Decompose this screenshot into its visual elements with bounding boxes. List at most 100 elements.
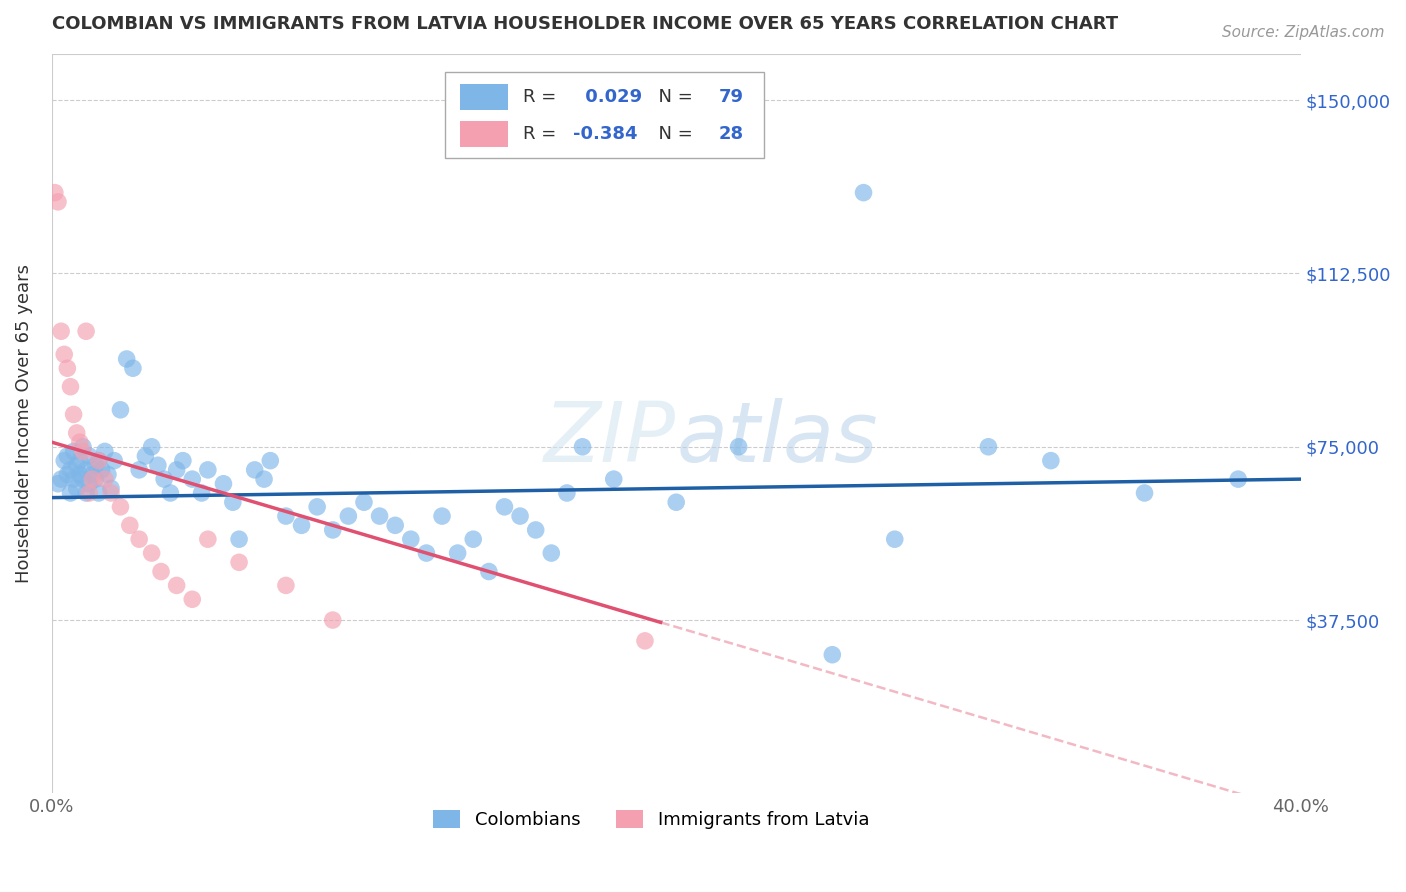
Point [122,361,145,376]
Point [84,458,107,473]
Point [197,532,219,546]
Point [977,440,1000,454]
Point [228,532,250,546]
Text: -0.384: -0.384 [572,125,637,143]
Point [115,351,138,366]
Point [128,532,150,546]
Text: R =: R = [523,88,561,106]
Point [478,565,501,579]
Point [190,486,212,500]
Point [1133,486,1156,500]
Point [197,463,219,477]
Point [110,500,132,514]
Point [72,440,94,454]
Point [166,578,188,592]
Point [77,449,100,463]
Point [603,472,626,486]
Point [59,486,82,500]
Point [852,186,875,200]
Point [49,324,72,338]
Point [259,453,281,467]
Point [212,476,235,491]
Point [159,486,181,500]
Point [274,509,297,524]
Point [571,440,593,454]
Point [883,532,905,546]
Point [72,472,94,486]
Point [509,509,531,524]
Point [87,453,110,467]
Point [69,453,91,467]
Point [399,532,422,546]
Point [72,444,94,458]
Point [243,463,266,477]
Text: 0.029: 0.029 [579,88,643,106]
Point [49,472,72,486]
Text: N =: N = [648,125,699,143]
Point [77,486,100,500]
Point [100,481,122,495]
Point [494,500,516,514]
Point [87,453,110,467]
Point [150,565,173,579]
Point [228,555,250,569]
Point [56,467,79,482]
Point [56,449,79,463]
Point [69,467,91,482]
Text: atlas: atlas [676,398,877,479]
Point [463,532,485,546]
Legend: Colombians, Immigrants from Latvia: Colombians, Immigrants from Latvia [426,802,876,836]
Point [384,518,406,533]
FancyBboxPatch shape [446,72,763,158]
Point [77,476,100,491]
Point [66,481,89,495]
Y-axis label: Householder Income Over 65 years: Householder Income Over 65 years [15,264,32,583]
Point [446,546,468,560]
Point [59,380,82,394]
Point [110,402,132,417]
Point [181,472,204,486]
Text: 79: 79 [718,88,744,106]
Text: Source: ZipAtlas.com: Source: ZipAtlas.com [1222,25,1385,40]
Point [274,578,297,592]
Point [66,458,89,473]
Point [103,453,125,467]
FancyBboxPatch shape [460,84,508,110]
Point [430,509,453,524]
Point [94,472,117,486]
Point [82,472,104,486]
Point [353,495,375,509]
Text: 28: 28 [718,125,744,143]
Text: N =: N = [648,88,699,106]
Point [75,463,97,477]
Point [153,472,176,486]
Point [253,472,276,486]
Point [82,467,104,482]
Point [290,518,312,533]
Text: ZIP: ZIP [544,398,676,479]
Point [415,546,437,560]
Point [118,518,141,533]
Point [821,648,844,662]
Point [94,444,117,458]
Point [69,435,91,450]
Point [134,449,156,463]
Text: R =: R = [523,125,561,143]
Point [727,440,749,454]
Point [141,546,163,560]
Point [100,486,122,500]
Point [307,500,329,514]
Point [53,347,76,361]
Point [146,458,169,473]
Point [44,186,66,200]
Point [62,408,84,422]
Point [222,495,245,509]
Point [62,444,84,458]
Point [181,592,204,607]
Point [75,324,97,338]
Text: COLOMBIAN VS IMMIGRANTS FROM LATVIA HOUSEHOLDER INCOME OVER 65 YEARS CORRELATION: COLOMBIAN VS IMMIGRANTS FROM LATVIA HOUS… [52,15,1118,33]
Point [128,463,150,477]
Point [53,453,76,467]
Point [1039,453,1062,467]
Point [1227,472,1250,486]
